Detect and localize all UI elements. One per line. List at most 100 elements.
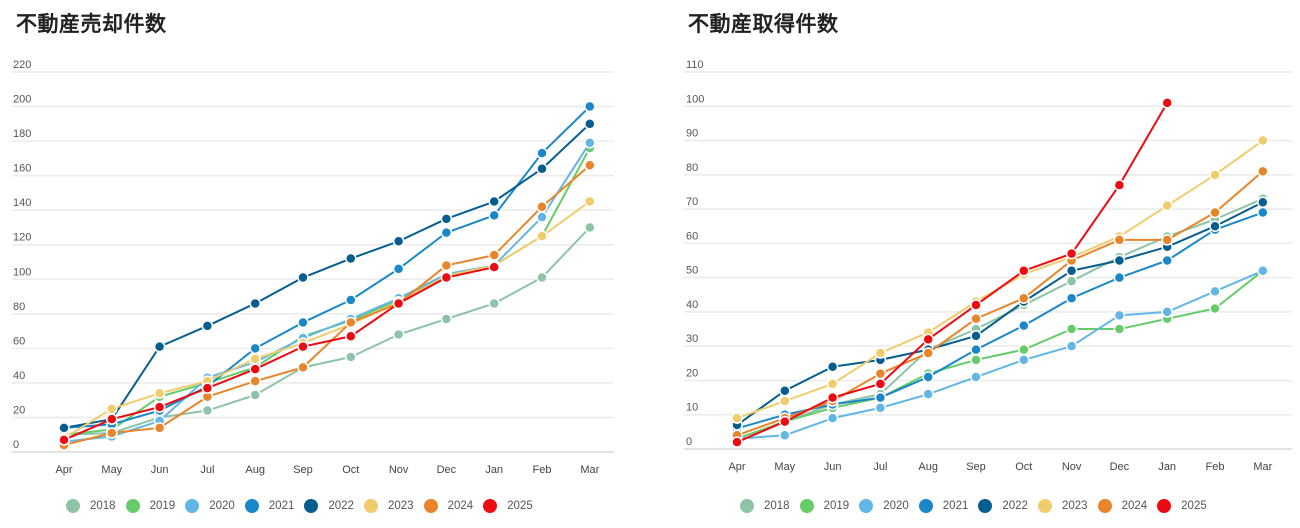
data-point[interactable]: [584, 137, 596, 149]
data-point[interactable]: [440, 213, 453, 225]
data-point[interactable]: [249, 375, 261, 387]
data-point[interactable]: [440, 271, 453, 284]
data-point[interactable]: [392, 235, 405, 248]
data-point[interactable]: [536, 271, 548, 284]
data-point[interactable]: [345, 316, 357, 329]
legend-item-2021[interactable]: 2021: [918, 499, 968, 513]
data-point[interactable]: [1209, 169, 1221, 181]
data-point[interactable]: [1065, 340, 1078, 352]
data-point[interactable]: [1065, 247, 1078, 260]
data-point[interactable]: [970, 299, 982, 311]
data-point[interactable]: [1018, 265, 1030, 277]
legend-item-2021[interactable]: 2021: [244, 499, 294, 513]
data-point[interactable]: [826, 412, 839, 424]
data-point[interactable]: [201, 320, 214, 332]
data-point[interactable]: [345, 294, 357, 306]
data-point[interactable]: [1161, 306, 1173, 318]
data-point[interactable]: [488, 249, 500, 261]
data-point[interactable]: [970, 330, 982, 342]
data-point[interactable]: [58, 422, 70, 434]
data-point[interactable]: [249, 389, 261, 401]
data-point[interactable]: [488, 209, 500, 222]
data-point[interactable]: [584, 100, 596, 113]
data-point[interactable]: [1161, 97, 1173, 109]
data-point[interactable]: [1209, 206, 1221, 219]
data-point[interactable]: [826, 391, 839, 404]
data-point[interactable]: [1065, 323, 1078, 335]
data-point[interactable]: [297, 361, 309, 374]
legend-item-2019[interactable]: 2019: [125, 499, 175, 513]
data-point[interactable]: [779, 384, 791, 397]
data-point[interactable]: [779, 415, 791, 428]
data-point[interactable]: [345, 252, 357, 265]
data-point[interactable]: [536, 211, 548, 223]
data-point[interactable]: [970, 354, 982, 366]
data-point[interactable]: [153, 422, 166, 434]
data-point[interactable]: [536, 230, 548, 242]
data-point[interactable]: [874, 391, 887, 404]
data-point[interactable]: [153, 340, 166, 353]
data-point[interactable]: [1161, 199, 1173, 212]
legend-item-2024[interactable]: 2024: [423, 499, 473, 513]
legend-item-2022[interactable]: 2022: [304, 499, 354, 513]
data-point[interactable]: [874, 402, 887, 414]
data-point[interactable]: [536, 200, 548, 213]
data-point[interactable]: [1065, 275, 1078, 287]
data-point[interactable]: [1113, 309, 1126, 322]
data-point[interactable]: [922, 388, 934, 400]
data-point[interactable]: [201, 382, 214, 394]
data-point[interactable]: [826, 360, 839, 373]
data-point[interactable]: [1209, 285, 1221, 298]
legend-item-2025[interactable]: 2025: [483, 499, 533, 513]
data-point[interactable]: [922, 347, 934, 359]
data-point[interactable]: [1113, 323, 1126, 335]
data-point[interactable]: [297, 340, 309, 353]
data-point[interactable]: [440, 259, 453, 272]
legend-item-2024[interactable]: 2024: [1097, 499, 1147, 513]
data-point[interactable]: [106, 403, 118, 415]
data-point[interactable]: [536, 162, 548, 175]
data-point[interactable]: [826, 378, 839, 390]
data-point[interactable]: [1257, 196, 1269, 208]
data-point[interactable]: [153, 401, 166, 413]
data-point[interactable]: [392, 297, 405, 310]
data-point[interactable]: [392, 263, 405, 275]
data-point[interactable]: [1209, 302, 1221, 315]
data-point[interactable]: [874, 378, 887, 390]
data-point[interactable]: [779, 429, 791, 442]
data-point[interactable]: [1113, 234, 1126, 246]
data-point[interactable]: [1113, 271, 1126, 284]
data-point[interactable]: [1018, 354, 1030, 366]
data-point[interactable]: [440, 226, 453, 239]
data-point[interactable]: [1257, 134, 1269, 147]
data-point[interactable]: [249, 297, 261, 310]
data-point[interactable]: [970, 371, 982, 383]
data-point[interactable]: [1018, 343, 1030, 356]
data-point[interactable]: [1113, 254, 1126, 267]
legend-item-2020[interactable]: 2020: [185, 499, 235, 513]
data-point[interactable]: [392, 328, 405, 341]
data-point[interactable]: [584, 159, 596, 172]
data-point[interactable]: [970, 343, 982, 356]
data-point[interactable]: [249, 363, 261, 375]
data-point[interactable]: [297, 316, 309, 329]
data-point[interactable]: [1209, 220, 1221, 232]
legend-item-2023[interactable]: 2023: [363, 499, 414, 513]
data-point[interactable]: [922, 371, 934, 383]
data-point[interactable]: [1065, 292, 1078, 304]
data-point[interactable]: [1018, 292, 1030, 304]
data-point[interactable]: [536, 147, 548, 159]
legend-item-2019[interactable]: 2019: [799, 499, 849, 513]
data-point[interactable]: [297, 271, 309, 284]
legend-item-2025[interactable]: 2025: [1157, 499, 1207, 513]
data-point[interactable]: [874, 367, 887, 380]
data-point[interactable]: [201, 404, 214, 417]
data-point[interactable]: [1257, 165, 1269, 178]
data-point[interactable]: [1161, 254, 1173, 267]
data-point[interactable]: [249, 352, 261, 365]
data-point[interactable]: [488, 261, 500, 273]
data-point[interactable]: [1257, 206, 1269, 219]
data-point[interactable]: [488, 297, 500, 310]
legend-item-2018[interactable]: 2018: [740, 499, 790, 513]
legend-item-2023[interactable]: 2023: [1037, 499, 1088, 513]
